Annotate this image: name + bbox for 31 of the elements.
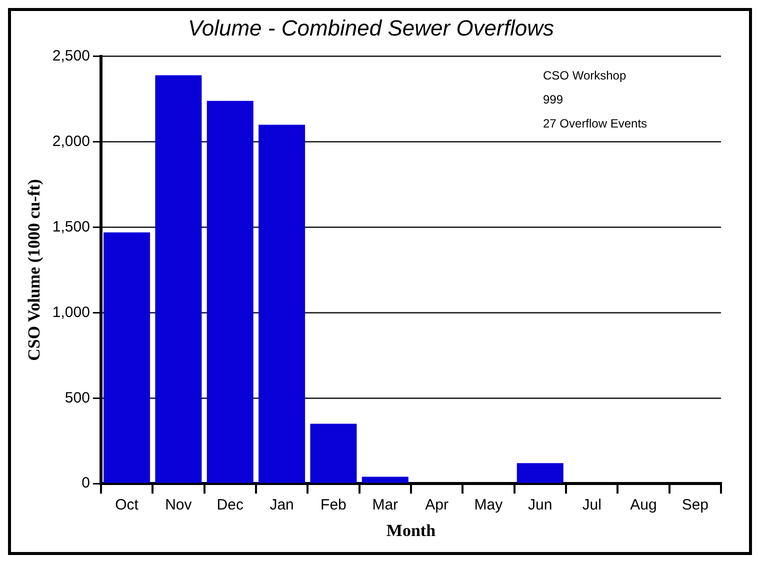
x-tick-label: Oct <box>115 496 140 514</box>
bar <box>258 124 306 483</box>
x-axis-title: Month <box>386 521 436 540</box>
y-tick-label: 0 <box>82 474 90 492</box>
x-tick-label: Dec <box>216 496 244 514</box>
x-tick-label: Sep <box>682 496 709 514</box>
x-tick-label: Feb <box>320 496 346 514</box>
y-tick-label: 1,500 <box>52 218 90 236</box>
bar <box>310 424 357 483</box>
x-tick-label: Mar <box>372 496 398 514</box>
x-tick-label: Jul <box>582 496 602 514</box>
bar <box>104 232 150 483</box>
y-tick-label: 500 <box>64 389 90 406</box>
bar <box>155 75 202 483</box>
bar <box>516 463 564 483</box>
y-tick-label: 2,500 <box>52 48 90 65</box>
x-tick-label: May <box>474 496 504 514</box>
annotation: 27 Overflow Events <box>543 116 648 131</box>
x-tick-label: Jun <box>528 496 552 514</box>
y-axis-title: CSO Volume (1000 cu-ft) <box>24 179 44 361</box>
y-tick-label: 1,000 <box>52 304 90 321</box>
y-tick-label: 2,000 <box>52 132 90 150</box>
bar <box>206 100 254 483</box>
x-tick-label: Aug <box>630 496 657 514</box>
chart-title: Volume - Combined Sewer Overflows <box>188 15 554 40</box>
annotation: 999 <box>543 92 564 107</box>
x-tick-label: Nov <box>165 496 192 514</box>
bar <box>362 476 408 483</box>
x-tick-label: Apr <box>425 496 448 514</box>
x-tick-label: Jan <box>270 496 294 514</box>
annotation: CSO Workshop <box>543 68 626 83</box>
